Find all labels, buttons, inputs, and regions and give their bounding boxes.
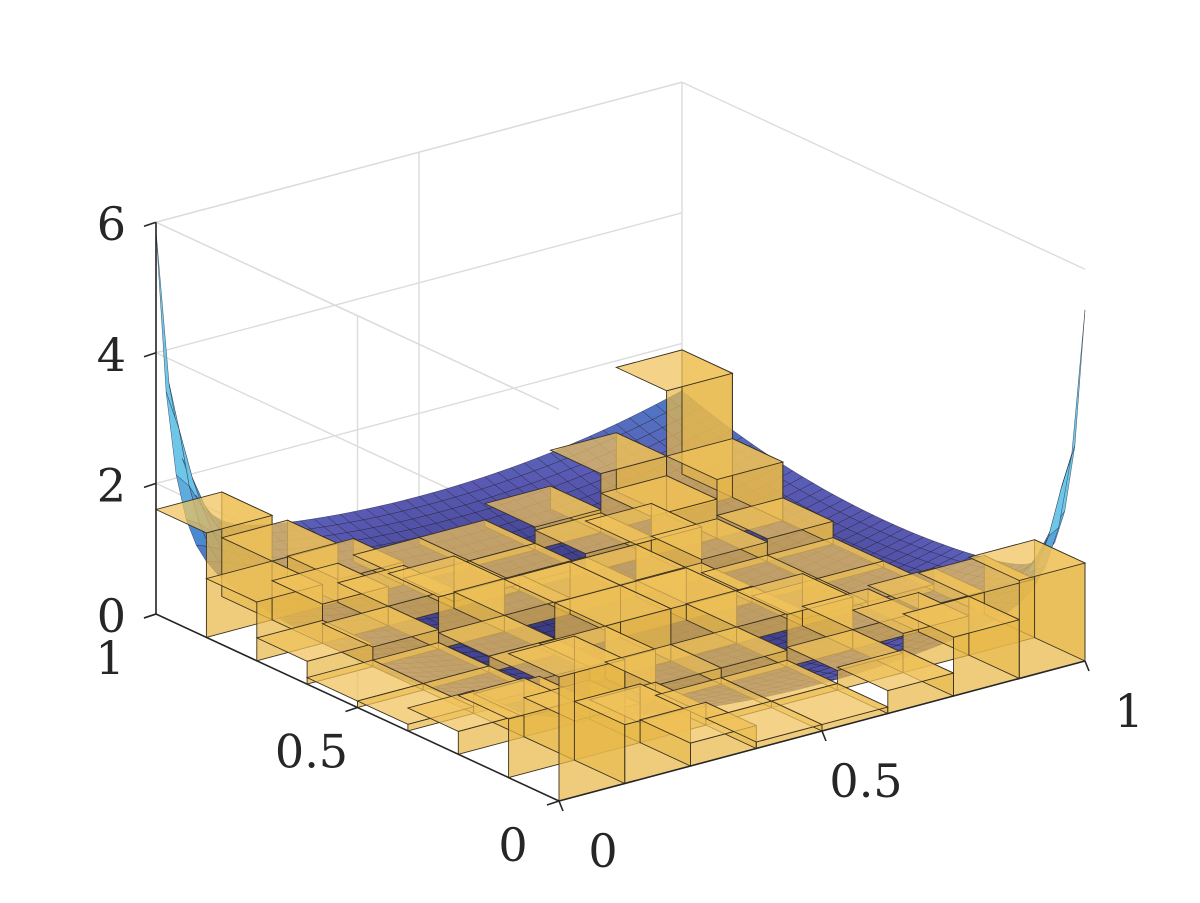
bar-top-face — [507, 635, 627, 678]
bar-top-face — [901, 595, 1021, 638]
axes-layer — [143, 221, 1090, 812]
histogram-bar — [154, 491, 274, 638]
bar-top-face — [549, 432, 668, 475]
bar-top-face — [715, 497, 835, 540]
bar-top-face — [669, 626, 789, 669]
bar-top-face — [967, 539, 1087, 581]
x-tick-mark — [821, 730, 827, 742]
z-tick-mark — [143, 352, 157, 358]
bar-top-face — [483, 485, 603, 528]
y-tick-mark — [546, 800, 560, 806]
histogram-bar — [836, 649, 955, 715]
bar-top-face — [599, 475, 719, 518]
histogram-bar — [967, 538, 1087, 680]
x-tick-label: 0 — [588, 824, 617, 878]
z-tick-label: 2 — [97, 458, 126, 512]
grid-line — [681, 81, 1086, 270]
x-tick-label: 0.5 — [829, 754, 902, 808]
x-tick-mark — [1084, 660, 1090, 672]
x-tick-label: 1 — [1114, 684, 1143, 738]
bar-top-face — [770, 683, 890, 725]
bar-top-face — [154, 491, 274, 534]
surface-patch — [165, 391, 190, 487]
surface-patch — [1061, 309, 1086, 487]
histogram-bar — [770, 682, 890, 732]
bar-top-face — [665, 438, 785, 480]
y-tick-mark — [143, 613, 157, 619]
z-tick-mark — [143, 221, 157, 227]
z-tick-label: 0 — [97, 589, 126, 643]
bar-top-face — [649, 518, 769, 560]
z-tick-label: 4 — [97, 328, 126, 382]
x-tick-mark — [558, 800, 564, 812]
y-tick-label: 1 — [95, 631, 124, 685]
y-tick-label: 0.5 — [275, 725, 348, 779]
y-tick-label: 0 — [498, 818, 527, 872]
z-tick-mark — [143, 482, 157, 489]
z-tick-label: 6 — [97, 197, 126, 251]
y-tick-mark — [345, 706, 358, 713]
bars-layer — [154, 349, 1087, 802]
bar-top-face — [321, 605, 440, 648]
bar-top-face — [614, 349, 734, 392]
bar-top-face — [836, 649, 955, 692]
